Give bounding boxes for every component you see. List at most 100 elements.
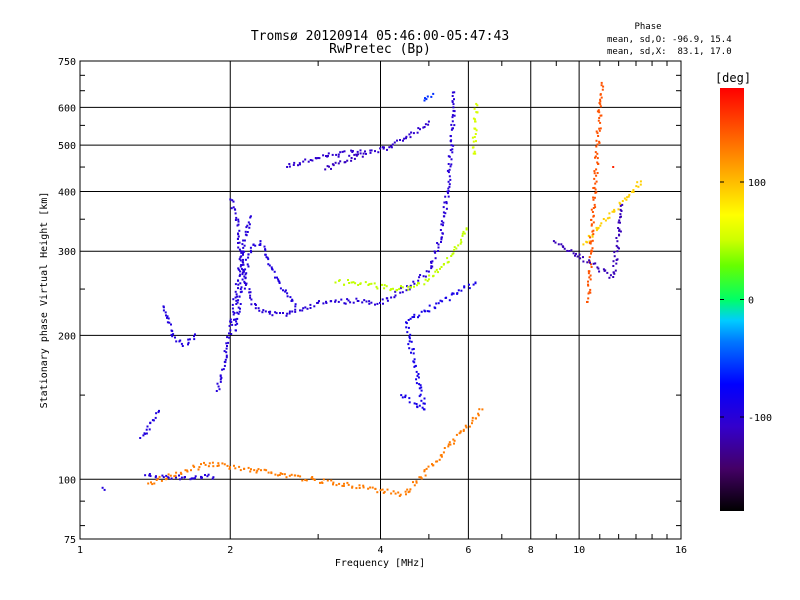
data-point bbox=[412, 280, 415, 283]
data-point bbox=[386, 488, 389, 491]
data-point bbox=[386, 297, 389, 300]
data-point bbox=[379, 301, 381, 304]
data-point bbox=[475, 102, 478, 105]
data-point bbox=[398, 495, 401, 497]
data-point bbox=[246, 231, 249, 233]
data-point bbox=[592, 221, 595, 224]
data-point bbox=[415, 382, 418, 385]
data-point bbox=[237, 299, 240, 302]
data-point bbox=[288, 474, 291, 477]
data-point bbox=[636, 181, 639, 184]
data-point bbox=[442, 224, 444, 227]
data-point bbox=[164, 311, 167, 314]
data-point bbox=[594, 151, 597, 154]
data-point bbox=[291, 310, 294, 313]
data-point bbox=[423, 470, 426, 473]
data-point bbox=[472, 283, 475, 286]
data-point bbox=[599, 98, 602, 101]
data-point bbox=[619, 216, 621, 219]
data-point bbox=[465, 426, 468, 429]
data-point bbox=[427, 120, 430, 123]
data-point bbox=[588, 276, 591, 279]
data-point bbox=[474, 133, 477, 135]
data-point bbox=[426, 95, 429, 98]
data-point bbox=[472, 152, 475, 155]
data-point bbox=[247, 253, 250, 256]
data-point bbox=[167, 317, 170, 320]
data-point bbox=[381, 146, 384, 149]
data-point bbox=[402, 139, 404, 142]
data-point bbox=[450, 158, 453, 161]
data-point bbox=[359, 149, 362, 152]
data-point bbox=[239, 250, 242, 253]
colorbar-unit: [deg] bbox=[715, 71, 751, 85]
data-point bbox=[358, 487, 361, 489]
data-point bbox=[271, 268, 274, 271]
data-point bbox=[440, 236, 443, 239]
data-point bbox=[599, 100, 602, 103]
data-point bbox=[302, 307, 305, 310]
data-point bbox=[594, 156, 596, 159]
data-point bbox=[304, 158, 307, 161]
data-point bbox=[600, 96, 603, 99]
data-point bbox=[474, 282, 477, 285]
data-point bbox=[590, 252, 592, 255]
data-point bbox=[407, 288, 410, 291]
data-point bbox=[146, 425, 149, 428]
data-point bbox=[609, 274, 612, 277]
data-point bbox=[598, 270, 601, 273]
data-point bbox=[618, 219, 621, 222]
data-point bbox=[424, 275, 427, 278]
data-point bbox=[231, 307, 234, 310]
data-point bbox=[158, 475, 161, 478]
data-point bbox=[172, 333, 175, 336]
data-point bbox=[612, 271, 615, 274]
data-point bbox=[448, 168, 451, 171]
data-point bbox=[351, 151, 354, 153]
data-point bbox=[340, 298, 343, 301]
data-point bbox=[420, 399, 423, 402]
data-point bbox=[419, 274, 422, 276]
data-point bbox=[258, 309, 261, 312]
data-point bbox=[309, 303, 312, 306]
data-point bbox=[596, 227, 599, 230]
data-point bbox=[355, 487, 358, 490]
data-point bbox=[574, 254, 576, 257]
data-point bbox=[239, 265, 242, 268]
data-point bbox=[618, 247, 620, 250]
data-point bbox=[598, 140, 601, 143]
data-point bbox=[147, 482, 150, 485]
data-point bbox=[242, 252, 244, 255]
data-point bbox=[283, 473, 286, 476]
data-point bbox=[207, 473, 210, 476]
data-point bbox=[426, 310, 429, 313]
data-point bbox=[471, 136, 474, 139]
data-point bbox=[587, 297, 590, 300]
data-point bbox=[233, 312, 236, 314]
data-point bbox=[241, 250, 244, 253]
data-point bbox=[162, 309, 165, 312]
data-point bbox=[440, 241, 442, 243]
data-point bbox=[294, 310, 297, 313]
data-point bbox=[618, 228, 621, 231]
data-point bbox=[598, 117, 601, 119]
data-point bbox=[587, 292, 590, 295]
data-point bbox=[248, 226, 251, 229]
data-point bbox=[344, 161, 347, 164]
data-point bbox=[453, 249, 456, 251]
data-point bbox=[211, 477, 214, 480]
data-point bbox=[477, 414, 480, 417]
data-point bbox=[445, 202, 448, 205]
data-point bbox=[447, 443, 450, 446]
data-point bbox=[597, 162, 599, 165]
data-point bbox=[144, 474, 147, 477]
data-point bbox=[325, 300, 327, 303]
data-point bbox=[288, 163, 291, 165]
data-point bbox=[341, 150, 344, 153]
data-point bbox=[169, 474, 172, 477]
data-point bbox=[187, 343, 189, 346]
data-point bbox=[326, 479, 329, 482]
data-point bbox=[590, 218, 593, 221]
data-point bbox=[393, 141, 396, 144]
data-point bbox=[594, 206, 597, 209]
